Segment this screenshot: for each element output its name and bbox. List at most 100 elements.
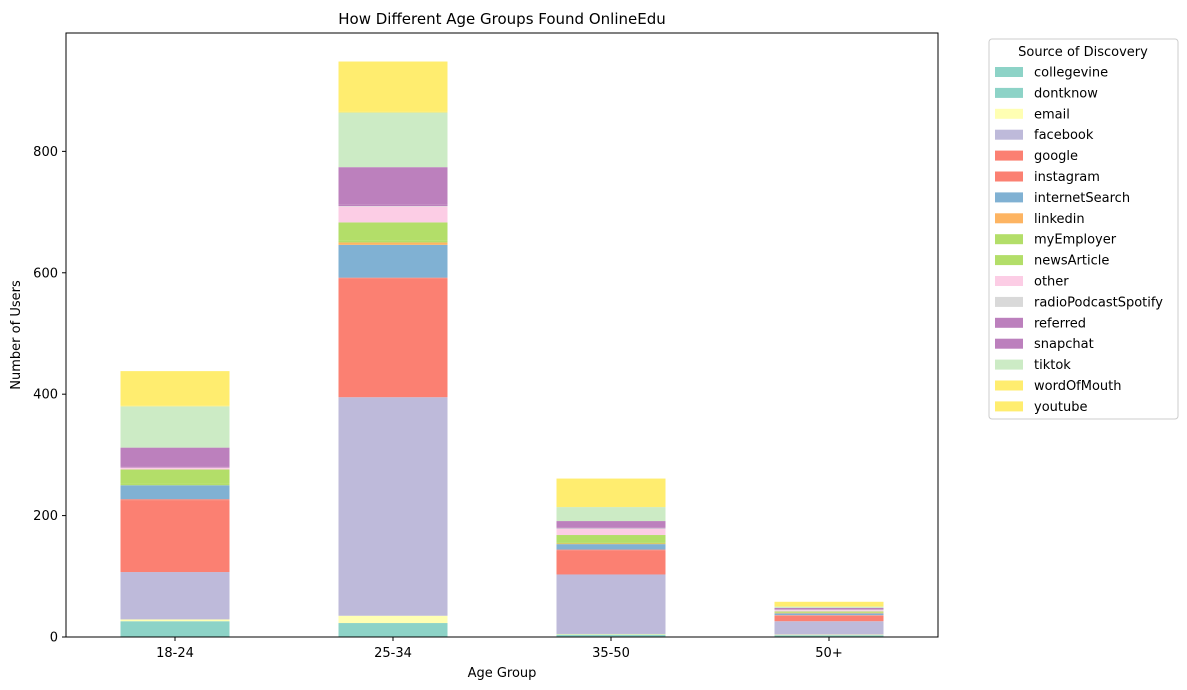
y-tick-label: 600 bbox=[33, 266, 58, 281]
legend-swatch-other bbox=[995, 276, 1023, 286]
bar-google-50+ bbox=[774, 615, 884, 622]
bar-instagram-50+ bbox=[774, 615, 884, 616]
legend-label-snapchat: snapchat bbox=[1034, 337, 1094, 352]
legend-label-radioPodcastSpotify: radioPodcastSpotify bbox=[1034, 295, 1163, 310]
bar-linkedin-25-34 bbox=[338, 242, 448, 245]
bar-google-35-50 bbox=[556, 550, 666, 575]
x-axis: 18-24 25-34 35-50 50+ bbox=[156, 637, 843, 661]
legend-label-other: other bbox=[1034, 275, 1069, 290]
bar-facebook-50+ bbox=[774, 621, 884, 635]
bar-wordOfMouth-50+ bbox=[774, 606, 884, 607]
bar-dontknow-50+ bbox=[774, 635, 884, 637]
legend-swatch-linkedin bbox=[995, 213, 1023, 224]
legend-swatch-radioPodcastSpotify bbox=[995, 296, 1023, 307]
bar-youtube-50+ bbox=[774, 601, 884, 607]
bar-facebook-25-34 bbox=[338, 397, 448, 616]
bar-myEmployer-25-34 bbox=[338, 240, 448, 243]
bar-snapchat-35-50 bbox=[556, 521, 666, 528]
legend-label-internetSearch: internetSearch bbox=[1034, 191, 1130, 206]
bar-linkedin-35-50 bbox=[556, 543, 666, 545]
chart-title: How Different Age Groups Found OnlineEdu bbox=[338, 10, 666, 28]
x-tick-label: 50+ bbox=[815, 646, 842, 661]
bar-newsArticle-35-50 bbox=[556, 535, 666, 543]
y-tick-label: 200 bbox=[33, 509, 58, 524]
bar-newsArticle-18-24 bbox=[120, 469, 230, 484]
legend-swatch-myEmployer bbox=[995, 234, 1023, 245]
bar-email-25-34 bbox=[338, 615, 448, 624]
bar-wordOfMouth-18-24 bbox=[120, 405, 230, 407]
legend-swatch-tiktok bbox=[995, 359, 1023, 370]
legend-label-myEmployer: myEmployer bbox=[1034, 233, 1117, 248]
bar-email-50+ bbox=[774, 634, 884, 636]
bar-facebook-35-50 bbox=[556, 574, 666, 634]
bar-youtube-18-24 bbox=[120, 371, 230, 406]
bar-referred-50+ bbox=[774, 609, 884, 610]
legend-swatch-collegevine bbox=[995, 67, 1023, 77]
legend-swatch-email bbox=[995, 108, 1023, 119]
bar-internetSearch-50+ bbox=[774, 613, 884, 616]
legend-title: Source of Discovery bbox=[1018, 45, 1148, 60]
legend-label-wordOfMouth: wordOfMouth bbox=[1034, 379, 1122, 394]
legend-swatch-newsArticle bbox=[995, 255, 1023, 266]
legend-label-newsArticle: newsArticle bbox=[1034, 254, 1109, 269]
bar-tiktok-18-24 bbox=[120, 406, 230, 448]
bar-facebook-18-24 bbox=[120, 572, 230, 620]
bar-internetSearch-25-34 bbox=[338, 244, 448, 278]
bar-radioPodcastSpotify-50+ bbox=[774, 609, 884, 611]
bar-internetSearch-35-50 bbox=[556, 544, 666, 550]
bar-tiktok-50+ bbox=[774, 606, 884, 608]
bar-snapchat-18-24 bbox=[120, 447, 230, 467]
bar-referred-18-24 bbox=[120, 466, 230, 468]
y-tick-label: 0 bbox=[50, 631, 58, 646]
legend-label-email: email bbox=[1034, 107, 1070, 122]
legend-label-google: google bbox=[1034, 149, 1078, 164]
legend-swatch-referred bbox=[995, 317, 1023, 328]
legend-swatch-snapchat bbox=[995, 338, 1023, 349]
legend-swatch-facebook bbox=[995, 129, 1023, 140]
legend-swatch-wordOfMouth bbox=[995, 380, 1023, 391]
bar-linkedin-50+ bbox=[774, 612, 884, 614]
legend-label-youtube: youtube bbox=[1034, 400, 1087, 415]
legend-swatch-internetSearch bbox=[995, 192, 1023, 203]
legend-items: collegevine dontknow email facebook google in… bbox=[995, 66, 1163, 415]
x-axis-label: Age Group bbox=[468, 666, 537, 681]
bar-referred-25-34 bbox=[338, 204, 448, 206]
plot-frame bbox=[65, 32, 939, 638]
legend-swatch-dontknow bbox=[995, 87, 1023, 98]
bar-other-25-34 bbox=[338, 206, 448, 223]
bar-internetSearch-18-24 bbox=[120, 485, 230, 500]
bar-radioPodcastSpotify-35-50 bbox=[556, 528, 666, 529]
legend-swatch-google bbox=[995, 150, 1023, 161]
legend-swatch-youtube bbox=[995, 401, 1023, 412]
legend: Source of Discovery collegevine dontknow e… bbox=[988, 38, 1179, 420]
bar-dontknow-18-24 bbox=[120, 621, 230, 637]
bar-youtube-25-34 bbox=[338, 61, 448, 112]
legend-label-linkedin: linkedin bbox=[1034, 212, 1085, 227]
bar-wordOfMouth-35-50 bbox=[556, 506, 666, 508]
bar-dontknow-25-34 bbox=[338, 623, 448, 637]
bar-other-50+ bbox=[774, 610, 884, 612]
x-tick-label: 25-34 bbox=[374, 646, 412, 661]
legend-label-instagram: instagram bbox=[1034, 170, 1100, 185]
bar-snapchat-50+ bbox=[774, 607, 884, 610]
bar-instagram-18-24 bbox=[120, 499, 230, 501]
legend-label-collegevine: collegevine bbox=[1034, 66, 1108, 81]
legend-label-dontknow: dontknow bbox=[1034, 86, 1098, 101]
bar-myEmployer-18-24 bbox=[120, 483, 230, 486]
legend-frame bbox=[988, 38, 1179, 420]
bar-google-25-34 bbox=[338, 278, 448, 398]
y-tick-label: 400 bbox=[33, 388, 58, 403]
bar-instagram-35-50 bbox=[556, 549, 666, 551]
bar-email-18-24 bbox=[120, 619, 230, 622]
legend-label-referred: referred bbox=[1034, 316, 1086, 331]
bar-radioPodcastSpotify-25-34 bbox=[338, 206, 448, 207]
bar-google-18-24 bbox=[120, 500, 230, 573]
x-tick-label: 35-50 bbox=[592, 646, 630, 661]
y-tick-label: 800 bbox=[33, 145, 58, 160]
y-axis-label: Number of Users bbox=[9, 280, 24, 390]
legend-label-tiktok: tiktok bbox=[1034, 358, 1071, 373]
legend-label-facebook: facebook bbox=[1034, 128, 1094, 143]
bar-tiktok-35-50 bbox=[556, 507, 666, 522]
